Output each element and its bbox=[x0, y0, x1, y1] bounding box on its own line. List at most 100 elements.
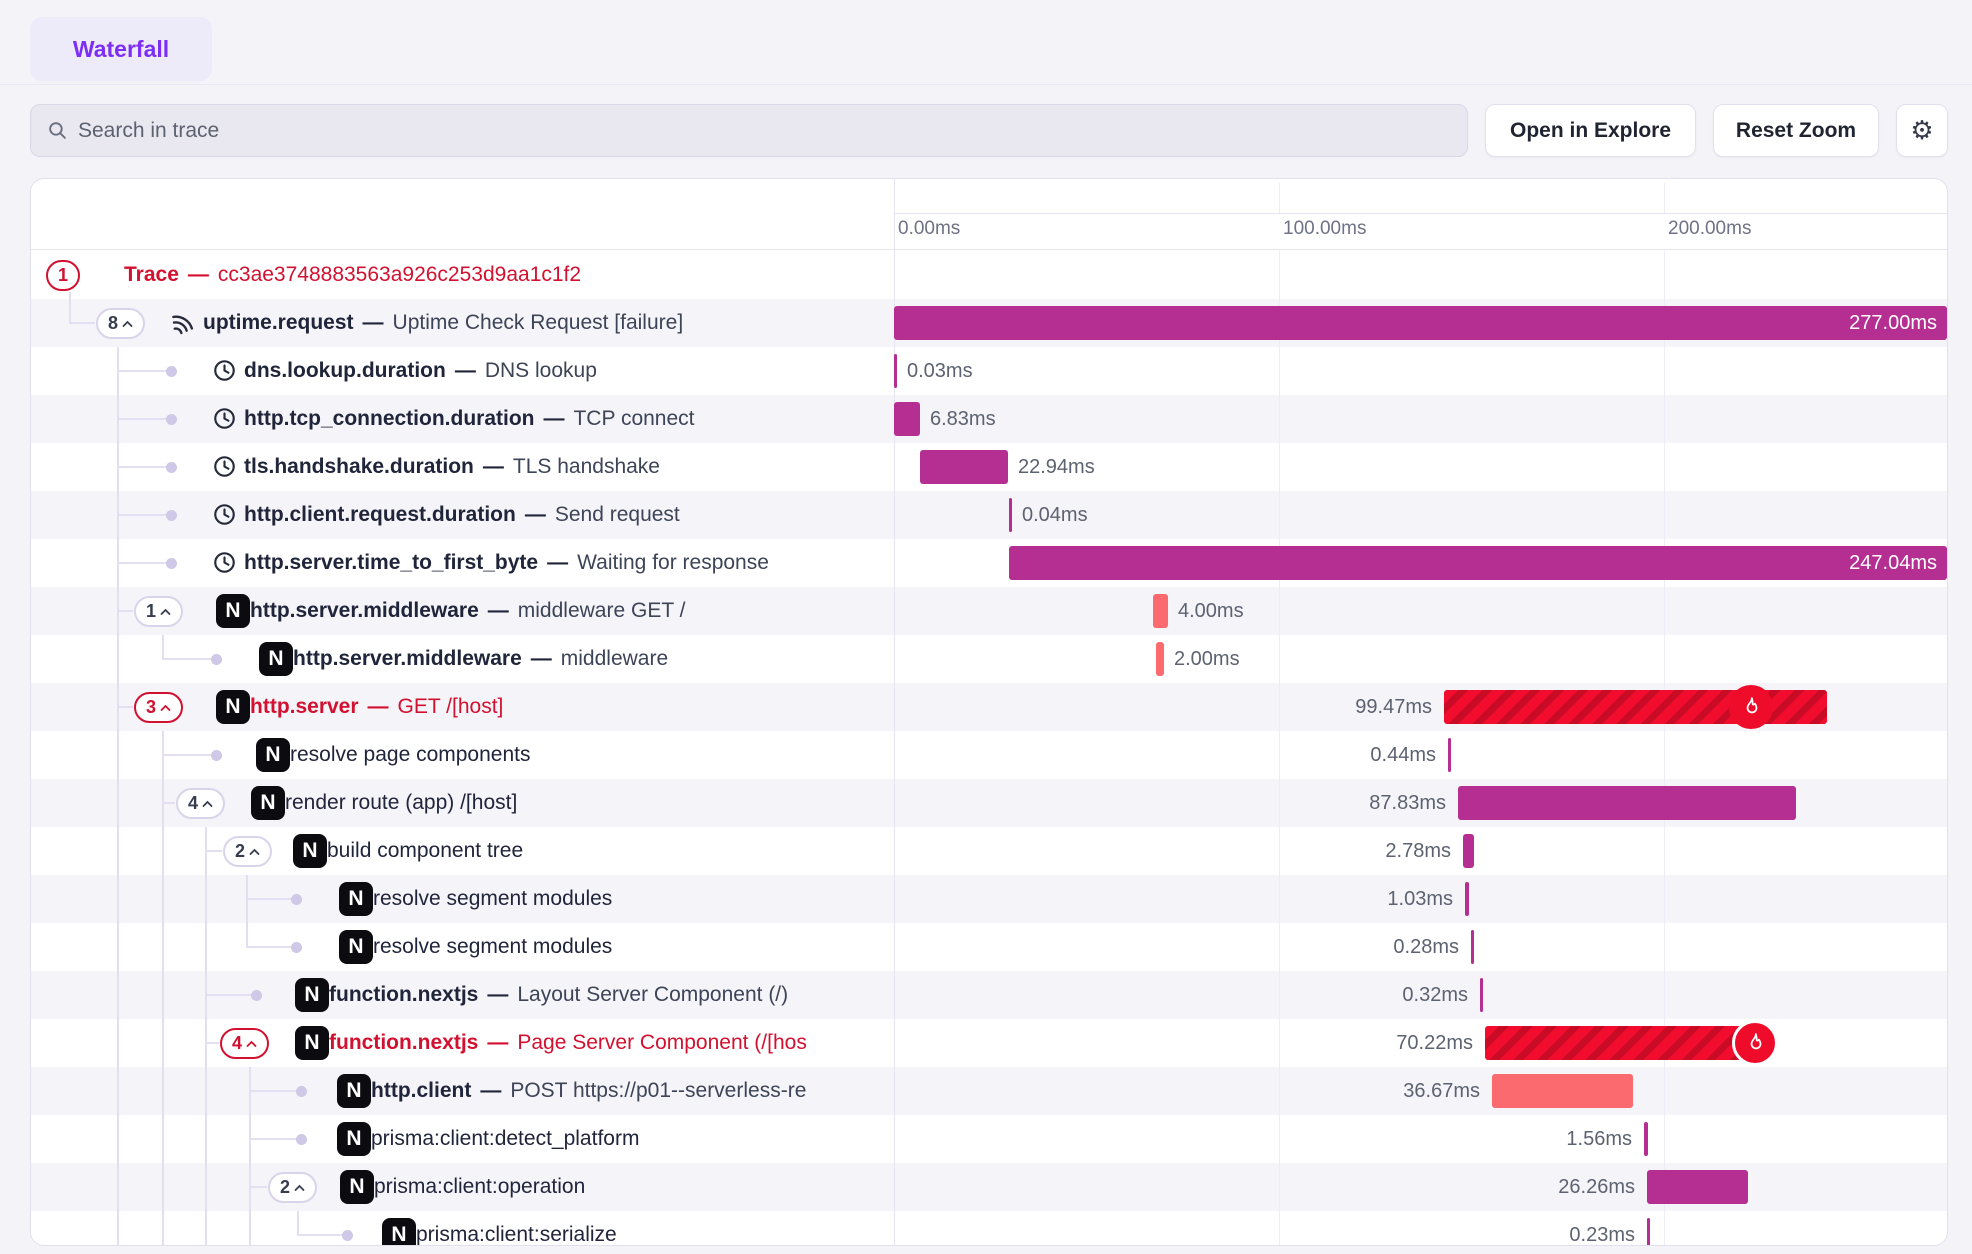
span-duration-label: 1.56ms bbox=[1566, 1128, 1632, 1150]
span-label: prisma:client:detect_platform bbox=[371, 1115, 639, 1163]
span-description: Send request bbox=[554, 503, 680, 526]
span-duration-bar[interactable] bbox=[1009, 498, 1012, 532]
span-child-count: 1 bbox=[58, 265, 69, 285]
span-row[interactable]: http.tcp_connection.duration — TCP connect bbox=[31, 395, 892, 443]
clock-icon bbox=[211, 405, 238, 432]
tree-connector-dot bbox=[291, 942, 302, 953]
span-collapse-badge[interactable]: 3 bbox=[134, 692, 184, 723]
span-duration-bar[interactable] bbox=[920, 450, 1008, 484]
span-collapse-badge[interactable]: 4 bbox=[176, 788, 226, 819]
span-collapse-badge[interactable]: 8 bbox=[96, 308, 146, 339]
span-child-count: 2 bbox=[235, 841, 246, 861]
tree-guide-line bbox=[162, 635, 164, 660]
span-duration-bar[interactable]: 277.00ms bbox=[894, 306, 1947, 340]
clock-icon bbox=[211, 357, 238, 384]
chevron-up-icon bbox=[202, 800, 213, 808]
span-name: http.tcp_connection.duration bbox=[244, 407, 535, 430]
span-duration-bar[interactable] bbox=[1644, 1122, 1648, 1156]
nextjs-icon: N bbox=[216, 594, 250, 628]
span-separator: — bbox=[547, 551, 569, 574]
span-duration-bar[interactable] bbox=[894, 354, 897, 388]
nextjs-icon: N bbox=[337, 1074, 371, 1108]
uptime-icon bbox=[169, 309, 196, 336]
reset-zoom-button[interactable]: Reset Zoom bbox=[1713, 104, 1879, 157]
clock-icon bbox=[211, 549, 238, 576]
span-duration-bar[interactable] bbox=[1647, 1170, 1748, 1204]
span-name: prisma:client:operation bbox=[374, 1175, 586, 1198]
span-separator: — bbox=[530, 647, 552, 670]
span-duration-bar[interactable] bbox=[1485, 1026, 1755, 1060]
clock-icon bbox=[211, 501, 238, 528]
search-input[interactable] bbox=[78, 118, 1451, 143]
span-duration-bar[interactable]: 247.04ms bbox=[1009, 546, 1947, 580]
span-label: dns.lookup.duration — DNS lookup bbox=[244, 347, 597, 395]
span-collapse-badge[interactable]: 4 bbox=[220, 1028, 270, 1059]
settings-button[interactable]: ⚙ bbox=[1896, 104, 1948, 157]
tree-guide-connector bbox=[117, 514, 171, 516]
span-duration-bar[interactable] bbox=[1156, 642, 1164, 676]
span-collapse-badge[interactable]: 1 bbox=[46, 260, 81, 291]
chevron-up-icon bbox=[160, 704, 171, 712]
span-description: cc3ae3748883563a926c253d9aa1c1f2 bbox=[217, 263, 582, 286]
span-duration-bar[interactable] bbox=[1480, 978, 1483, 1012]
search-box[interactable] bbox=[30, 104, 1468, 157]
span-row[interactable]: tls.handshake.duration — TLS handshake bbox=[31, 443, 892, 491]
span-duration-label: 6.83ms bbox=[930, 408, 996, 430]
span-duration-bar[interactable] bbox=[1471, 930, 1474, 964]
span-row[interactable]: 8 uptime.request — Uptime Check Request [fa… bbox=[31, 299, 892, 347]
span-duration-label: 277.00ms bbox=[1849, 311, 1937, 334]
span-row[interactable]: http.server.time_to_first_byte — Waiting f… bbox=[31, 539, 892, 587]
span-duration-bar[interactable] bbox=[1492, 1074, 1633, 1108]
span-label: tls.handshake.duration — TLS handshake bbox=[244, 443, 660, 491]
tree-guide-connector bbox=[162, 658, 216, 660]
span-duration-label: 0.28ms bbox=[1393, 936, 1459, 958]
span-duration-bar[interactable] bbox=[1463, 834, 1474, 868]
span-duration-bar[interactable] bbox=[894, 402, 920, 436]
span-duration-bar[interactable] bbox=[1448, 738, 1451, 772]
span-description: GET /[host] bbox=[397, 695, 504, 718]
span-duration-bar[interactable] bbox=[1458, 786, 1796, 820]
span-duration-label: 0.32ms bbox=[1402, 984, 1468, 1006]
timeline-header-bottom-border bbox=[31, 249, 1947, 250]
span-collapse-badge[interactable]: 2 bbox=[268, 1172, 318, 1203]
tree-guide-connector bbox=[249, 1090, 301, 1092]
span-duration-bar[interactable] bbox=[1647, 1218, 1650, 1245]
tab-waterfall[interactable]: Waterfall bbox=[30, 17, 212, 81]
span-name: http.client bbox=[371, 1079, 472, 1102]
nextjs-icon: N bbox=[295, 978, 329, 1012]
span-separator: — bbox=[487, 1031, 509, 1054]
span-row[interactable]: dns.lookup.duration — DNS lookup bbox=[31, 347, 892, 395]
span-label: http.client.request.duration — Send reques… bbox=[244, 491, 680, 539]
span-child-count: 2 bbox=[280, 1177, 291, 1197]
tree-connector-dot bbox=[211, 654, 222, 665]
span-row[interactable]: 1 Trace — cc3ae3748883563a926c253d9aa1c1f2 bbox=[31, 251, 892, 299]
span-row[interactable]: http.client.request.duration — Send reques… bbox=[31, 491, 892, 539]
span-duration-label: 1.03ms bbox=[1387, 888, 1453, 910]
open-in-explore-button[interactable]: Open in Explore bbox=[1485, 104, 1696, 157]
span-duration-label: 4.00ms bbox=[1178, 600, 1244, 622]
span-collapse-badge[interactable]: 2 bbox=[223, 836, 273, 867]
span-collapse-badge[interactable]: 1 bbox=[134, 596, 184, 627]
span-name: build component tree bbox=[327, 839, 524, 862]
span-name: resolve page components bbox=[290, 743, 531, 766]
chevron-up-icon bbox=[122, 320, 133, 328]
span-duration-bar[interactable] bbox=[1153, 594, 1168, 628]
timeline-tick-label: 200.00ms bbox=[1668, 218, 1752, 239]
span-name: resolve segment modules bbox=[373, 887, 613, 910]
span-duration-bar[interactable] bbox=[1465, 882, 1469, 916]
span-duration-label: 247.04ms bbox=[1849, 551, 1937, 574]
